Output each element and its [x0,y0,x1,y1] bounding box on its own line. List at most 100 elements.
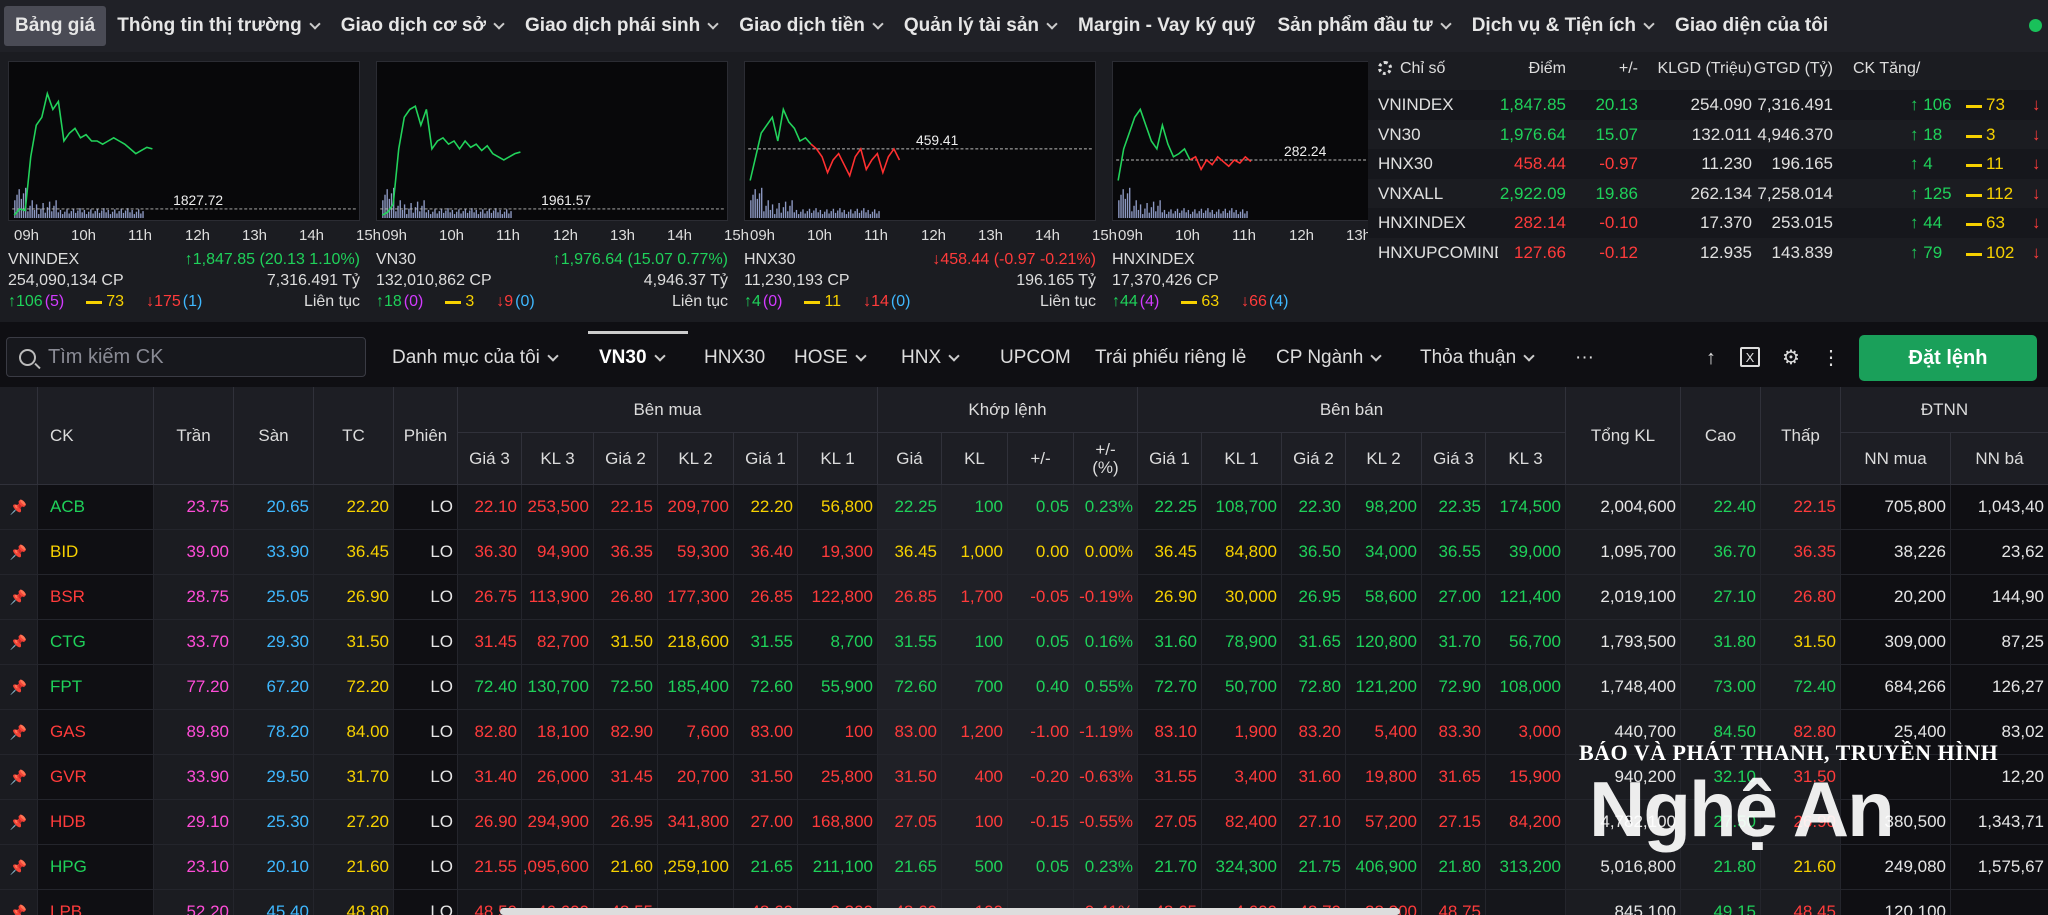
index-name: VNINDEX [1378,95,1454,114]
nav-item-giao-dien-cua-toi[interactable]: Giao diện của tôi [1664,6,1839,46]
column-header-kl-2-9[interactable]: KL 2 [658,433,734,485]
place-order-button[interactable]: Đặt lệnh [1859,335,2037,381]
index-volume: 17.370 [1700,213,1752,232]
tab-upcom[interactable]: UPCOM [1000,339,1071,377]
bid-price-1-cell: 72.60 [734,665,798,710]
tab-hnx30[interactable]: HNX30 [704,339,765,377]
column-header-tong-kl-22[interactable]: Tổng KL [1566,387,1681,485]
symbol-cell[interactable]: GAS [38,710,154,755]
pin-icon[interactable]: 📌 [0,485,38,530]
column-header-pin-15[interactable]: +/- (%) [1074,433,1138,485]
column-header-gia-1-10[interactable]: Giá 1 [734,433,798,485]
index-price: ↑1,976.64 (15.07 0.77%) [552,251,728,268]
column-header-gia-12[interactable]: Giá [878,433,942,485]
nav-item-giao-dich-phai-sinh[interactable]: Giao dịch phái sinh [514,6,728,46]
pin-icon[interactable]: 📌 [0,845,38,890]
column-header-cao-23[interactable]: Cao [1681,387,1761,485]
column-header-tran-2[interactable]: Trần [154,387,234,485]
chevron-down-icon [855,349,867,362]
index-row-vnxall[interactable]: VNXALL 2,922.09 19.86 262.134 7,258.014 ↑ 125… [1368,179,2048,209]
pin-icon[interactable]: 📌 [0,620,38,665]
column-header-gia-3-6[interactable]: Giá 3 [458,433,522,485]
tab-thoa-thuan[interactable]: Thỏa thuận [1420,339,1535,377]
nav-item-dich-vu-tien-ich[interactable]: Dịch vụ & Tiện ích [1461,6,1664,46]
column-header-tc-4[interactable]: TC [314,387,394,485]
column-header-pin-0[interactable] [0,387,38,485]
advancers: ↑106 [8,293,43,310]
volume-bar [1220,213,1222,219]
pin-icon[interactable]: 📌 [0,575,38,620]
nav-item-san-pham-dau-tu[interactable]: Sản phẩm đầu tư [1266,6,1460,46]
column-header-gia-2-18[interactable]: Giá 2 [1282,433,1346,485]
pin-icon[interactable]: 📌 [0,755,38,800]
ceiling-cell: 28.75 [154,575,234,620]
more-vertical-icon[interactable]: ⋮ [1821,347,1841,369]
index-row-vnindex[interactable]: VNINDEX 1,847.85 20.13 254.090 7,316.491 ↑ 10… [1368,90,2048,120]
symbol-cell[interactable]: LPB [38,890,154,915]
symbol-cell[interactable]: ACB [38,485,154,530]
index-row-hnxupcomindex[interactable]: HNXUPCOMINDEX 127.66 -0.12 12.935 143.839 ↑ 7… [1368,238,2048,268]
column-header-nn-ba-26[interactable]: NN bá [1951,433,2048,485]
nav-item-quan-ly-tai-san[interactable]: Quản lý tài sản [893,6,1067,46]
tab-cp-nganh[interactable]: CP Ngành [1276,339,1382,377]
tab-more[interactable]: ··· [1575,339,1594,377]
change-pct-cell: -0.19% [1074,575,1138,620]
symbol-cell[interactable]: GVR [38,755,154,800]
bid-price-1-cell: 26.85 [734,575,798,620]
column-header-kl-3-7[interactable]: KL 3 [522,433,594,485]
column-header-gia-2-8[interactable]: Giá 2 [594,433,658,485]
pin-icon[interactable]: 📌 [0,800,38,845]
column-header-san-3[interactable]: Sàn [234,387,314,485]
tab-danh-muc-cua-toi[interactable]: Danh mục của tôi [392,339,559,377]
mini-chart-vnindex[interactable]: 1827.72 09h 10h 11h 12h 13h 14h 15h VNINDEX ↑1,84… [4,57,381,315]
symbol-cell[interactable]: CTG [38,620,154,665]
volume-bar [1246,211,1248,219]
tab-hnx[interactable]: HNX [901,339,960,377]
gear-icon[interactable] [1378,61,1392,75]
tab-vn30[interactable]: VN30 [599,339,666,377]
upload-icon[interactable]: ↑ [1706,347,1716,369]
column-header-thap-24[interactable]: Thấp [1761,387,1841,485]
volume-bar [471,208,473,219]
nav-item-giao-dich-co-so[interactable]: Giao dịch cơ sở [330,6,514,46]
search-input[interactable] [48,345,348,369]
column-header-ck-1[interactable]: CK [38,387,154,485]
symbol-cell[interactable]: BID [38,530,154,575]
nav-item-thong-tin-thi-truong[interactable]: Thông tin thị trường [106,6,330,46]
column-header-gia-3-20[interactable]: Giá 3 [1422,433,1486,485]
column-header-kl-3-21[interactable]: KL 3 [1486,433,1566,485]
nav-item-margin-vay-ky-quy[interactable]: Margin - Vay ký quỹ [1067,6,1266,46]
search-box[interactable] [6,337,366,377]
column-header-pin-14[interactable]: +/- [1008,433,1074,485]
symbol-cell[interactable]: HPG [38,845,154,890]
gear-icon[interactable]: ⚙ [1782,347,1800,369]
nav-item-bang-gia[interactable]: Bảng giá [4,6,107,46]
symbol-cell[interactable]: BSR [38,575,154,620]
symbol-cell[interactable]: FPT [38,665,154,710]
index-row-vn30[interactable]: VN30 1,976.64 15.07 132.011 4,946.370 ↑ 18 3 ↓ [1368,120,2048,150]
mini-chart-hnx30[interactable]: 459.41 09h 10h 11h 12h 13h 14h 15h HNX30 ↓458.44 … [740,57,1117,315]
mini-chart-vn30[interactable]: 1961.57 09h 10h 11h 12h 13h 14h 15h VN30 ↑1,976.6… [372,57,749,315]
excel-export-icon[interactable]: X [1740,347,1760,367]
pin-icon[interactable]: 📌 [0,530,38,575]
column-header-kl-1-17[interactable]: KL 1 [1202,433,1282,485]
index-row-hnxindex[interactable]: HNXINDEX 282.14 -0.10 17.370 253.015 ↑ 44 63 ↓ [1368,208,2048,238]
ask-vol-1-cell: 30,000 [1202,575,1282,620]
column-header-kl-1-11[interactable]: KL 1 [798,433,878,485]
tab-trai-phieu-rieng-le[interactable]: Trái phiếu riêng lẻ [1095,339,1246,377]
tab-hose[interactable]: HOSE [794,339,867,377]
symbol-cell[interactable]: HDB [38,800,154,845]
pin-icon[interactable]: 📌 [0,665,38,710]
column-header-kl-2-19[interactable]: KL 2 [1346,433,1422,485]
column-header-phien-5[interactable]: Phiên [394,387,458,485]
column-header-kl-13[interactable]: KL [942,433,1008,485]
nav-item-giao-dich-tien[interactable]: Giao dịch tiền [728,6,893,46]
pin-icon[interactable]: 📌 [0,890,38,915]
pin-icon[interactable]: 📌 [0,710,38,755]
bottom-scrollbar[interactable] [500,908,1400,915]
column-header-nn-mua-25[interactable]: NN mua [1841,433,1951,485]
volume-bar [876,213,878,219]
match-vol-cell: 1,700 [942,575,1008,620]
column-header-gia-1-16[interactable]: Giá 1 [1138,433,1202,485]
index-row-hnx30[interactable]: HNX30 458.44 -0.97 11.230 196.165 ↑ 4 11 ↓ [1368,149,2048,179]
